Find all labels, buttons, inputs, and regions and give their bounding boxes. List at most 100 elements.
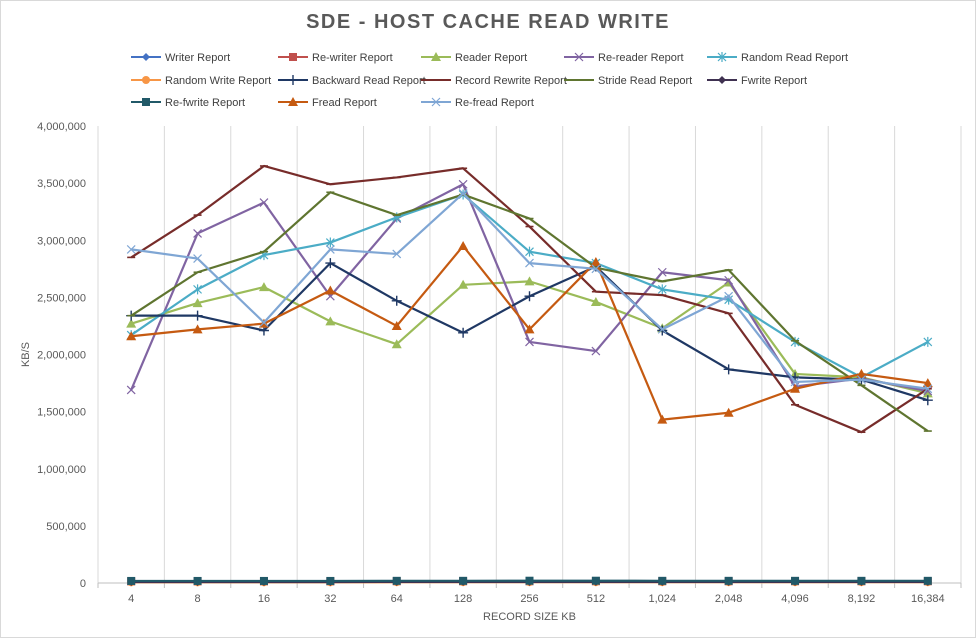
- legend-swatch-marker: [142, 53, 150, 61]
- data-point: [724, 291, 734, 301]
- y-tick-label: 2,500,000: [37, 292, 86, 304]
- data-point: [723, 407, 734, 417]
- data-point: [791, 576, 800, 585]
- legend-swatch-marker: [289, 53, 297, 61]
- x-tick-label: 16,384: [911, 593, 945, 605]
- data-point: [657, 324, 667, 334]
- legend-entry: Re-reader Report: [598, 52, 684, 64]
- x-tick-label: 8: [195, 593, 201, 605]
- data-point: [458, 188, 468, 198]
- legend-entry: Fwrite Report: [741, 75, 807, 87]
- data-point: [524, 324, 535, 334]
- data-point: [923, 384, 933, 394]
- data-point: [391, 295, 402, 306]
- data-point: [525, 337, 534, 347]
- data-point: [790, 383, 801, 393]
- data-point: [657, 325, 668, 336]
- data-point: [126, 331, 137, 341]
- x-tick-label: 4,096: [781, 593, 809, 605]
- data-point: [922, 395, 933, 406]
- legend-entry: Re-fread Report: [455, 97, 534, 109]
- data-point: [391, 320, 402, 330]
- x-tick-label: 8,192: [848, 593, 876, 605]
- data-point: [525, 258, 534, 268]
- data-point: [258, 282, 269, 292]
- data-point: [458, 279, 469, 289]
- legend-entry: Backward Read Report: [312, 75, 426, 87]
- data-point: [856, 368, 867, 378]
- x-tick-label: 256: [520, 593, 538, 605]
- y-tick-label: 4,000,000: [37, 121, 86, 133]
- x-tick-label: 512: [587, 593, 605, 605]
- x-tick-label: 2,048: [715, 593, 743, 605]
- data-point: [524, 276, 535, 286]
- data-point: [126, 318, 137, 328]
- data-point: [922, 388, 933, 398]
- data-point: [192, 310, 203, 321]
- x-tick-label: 128: [454, 593, 472, 605]
- data-point: [392, 249, 402, 259]
- data-point: [525, 246, 534, 257]
- data-point: [193, 284, 203, 295]
- data-point: [790, 377, 800, 387]
- data-point: [857, 576, 866, 585]
- x-axis-title: RECORD SIZE KB: [483, 611, 576, 623]
- legend-entry: Random Write Report: [165, 75, 271, 87]
- y-tick-label: 2,000,000: [37, 350, 86, 362]
- legend-entry: Re-fwrite Report: [165, 97, 245, 109]
- data-point: [392, 576, 401, 585]
- legend-entry: Re-writer Report: [312, 52, 393, 64]
- data-point: [524, 291, 535, 302]
- legend-entry: Record Rewrite Report: [455, 75, 567, 87]
- legend-swatch-marker: [142, 98, 150, 106]
- data-point: [459, 576, 468, 585]
- legend-swatch-marker: [718, 76, 726, 84]
- legend-entry: Random Read Report: [741, 52, 848, 64]
- x-tick-label: 1,024: [649, 593, 677, 605]
- data-point: [923, 576, 932, 585]
- y-tick-label: 1,500,000: [37, 407, 86, 419]
- data-point: [723, 364, 734, 375]
- data-point: [724, 275, 734, 285]
- data-point: [192, 324, 203, 334]
- data-point: [657, 284, 667, 295]
- y-tick-label: 0: [80, 578, 86, 590]
- legend-swatch-marker: [288, 97, 298, 106]
- data-point: [325, 316, 336, 326]
- data-point: [325, 258, 336, 269]
- legend-entry: Reader Report: [455, 52, 527, 64]
- legend-swatch-marker: [431, 52, 441, 61]
- data-point: [525, 576, 534, 585]
- legend-swatch-marker: [717, 52, 727, 62]
- data-point: [590, 256, 601, 266]
- data-point: [325, 237, 335, 248]
- data-point: [193, 254, 203, 263]
- chart-title: SDE - HOST CACHE READ WRITE: [306, 11, 670, 33]
- data-point: [458, 327, 469, 338]
- data-point: [922, 378, 933, 388]
- data-point: [193, 576, 202, 585]
- y-axis-title: KB/S: [20, 342, 32, 367]
- data-point: [193, 228, 203, 238]
- data-point: [126, 244, 136, 254]
- data-point: [391, 339, 402, 349]
- legend-entry: Fread Report: [312, 97, 377, 109]
- data-point: [259, 198, 269, 207]
- data-point: [658, 576, 667, 585]
- legend-swatch-marker: [574, 52, 584, 62]
- data-point: [591, 264, 601, 274]
- y-tick-label: 3,500,000: [37, 178, 86, 190]
- series-line: [130, 183, 929, 393]
- legend-entry: Writer Report: [165, 52, 230, 64]
- data-point: [657, 414, 668, 424]
- data-point: [724, 576, 733, 585]
- x-tick-label: 16: [258, 593, 270, 605]
- legend-swatch-marker: [142, 76, 150, 84]
- x-tick-label: 64: [391, 593, 403, 605]
- data-point: [126, 385, 136, 395]
- data-point: [325, 244, 335, 254]
- data-point: [259, 576, 268, 585]
- data-point: [325, 285, 336, 295]
